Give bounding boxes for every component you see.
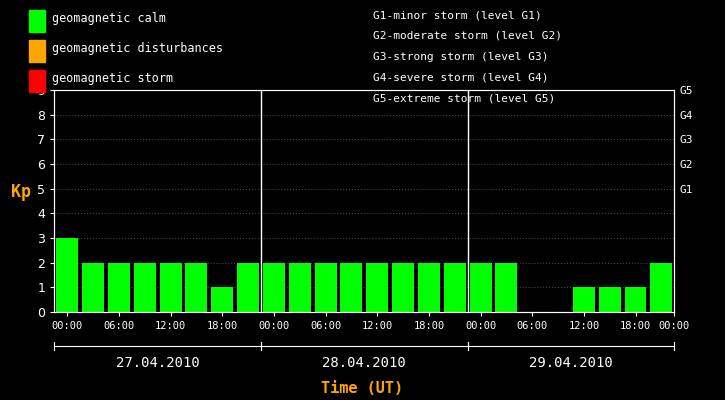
- Bar: [470, 263, 492, 312]
- Bar: [57, 238, 78, 312]
- Text: G3-strong storm (level G3): G3-strong storm (level G3): [373, 52, 549, 62]
- Bar: [366, 263, 388, 312]
- Bar: [495, 263, 518, 312]
- Bar: [444, 263, 465, 312]
- Bar: [263, 263, 285, 312]
- Bar: [134, 263, 156, 312]
- Text: geomagnetic storm: geomagnetic storm: [52, 72, 173, 85]
- Bar: [237, 263, 259, 312]
- Bar: [624, 287, 647, 312]
- Text: 28.04.2010: 28.04.2010: [323, 356, 406, 370]
- Y-axis label: Kp: Kp: [11, 183, 30, 201]
- Text: G2-moderate storm (level G2): G2-moderate storm (level G2): [373, 31, 563, 41]
- Bar: [650, 263, 672, 312]
- Bar: [599, 287, 621, 312]
- Text: 27.04.2010: 27.04.2010: [116, 356, 199, 370]
- Text: Time (UT): Time (UT): [321, 381, 404, 396]
- Bar: [108, 263, 130, 312]
- Text: G1-minor storm (level G1): G1-minor storm (level G1): [373, 10, 542, 20]
- Bar: [418, 263, 440, 312]
- Bar: [341, 263, 362, 312]
- Bar: [315, 263, 336, 312]
- Text: G5-extreme storm (level G5): G5-extreme storm (level G5): [373, 93, 555, 103]
- Bar: [82, 263, 104, 312]
- Text: geomagnetic calm: geomagnetic calm: [52, 12, 166, 25]
- Text: G4-severe storm (level G4): G4-severe storm (level G4): [373, 72, 549, 82]
- Bar: [211, 287, 233, 312]
- Text: geomagnetic disturbances: geomagnetic disturbances: [52, 42, 223, 55]
- Bar: [573, 287, 594, 312]
- Bar: [186, 263, 207, 312]
- Bar: [392, 263, 414, 312]
- Bar: [160, 263, 181, 312]
- Text: 29.04.2010: 29.04.2010: [529, 356, 613, 370]
- Bar: [289, 263, 311, 312]
